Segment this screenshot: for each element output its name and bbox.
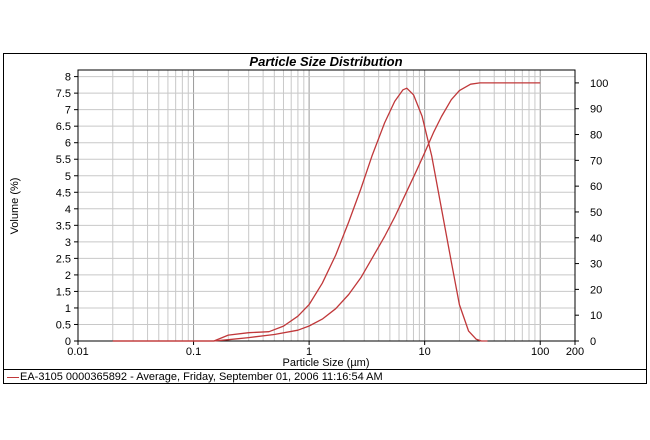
x-tick-label: 0.01 (67, 346, 88, 358)
legend: EA-3105 0000365892 - Average, Friday, Se… (3, 369, 647, 384)
axis-ticks: 00.511.522.533.544.555.566.577.580102030… (56, 72, 609, 358)
x-tick-label: 0.1 (186, 346, 201, 358)
x-tick-label: 1 (306, 346, 312, 358)
legend-swatch (7, 377, 19, 378)
y-axis-label: Volume (%) (9, 178, 21, 235)
plot-area-border (77, 69, 576, 342)
y-tick-label: 8 (65, 72, 71, 84)
y-tick-label: 2.5 (56, 253, 71, 265)
y2-tick-label: 0 (590, 336, 596, 348)
y2-tick-label: 30 (590, 259, 602, 271)
particle-size-chart: Particle Size Distribution 0 0.5 1 1.5 2 2.5 3… (9, 54, 609, 369)
y-tick-label: 5 (65, 171, 71, 183)
series-layer (112, 82, 541, 342)
y-tick-label: 7 (65, 105, 71, 117)
y-tick-label: 1 (65, 303, 71, 315)
y-tick-label: 0.5 (56, 319, 71, 331)
legend-label: EA-3105 0000365892 - Average, Friday, Se… (20, 371, 383, 383)
y-tick-label: 3 (65, 237, 71, 249)
y-tick-label: 2 (65, 270, 71, 282)
y2-tick-label: 100 (590, 78, 608, 90)
y2-tick-label: 80 (590, 130, 602, 142)
y2-tick-label: 50 (590, 207, 602, 219)
y2-tick-label: 60 (590, 181, 602, 193)
y2-tick-label: 10 (590, 310, 602, 322)
y-tick-label: 0 (65, 336, 71, 348)
y-tick-label: 4 (65, 204, 71, 216)
series-line-frequency (112, 87, 488, 342)
x-axis-label: Particle Size (µm) (282, 357, 369, 369)
y2-tick-label: 20 (590, 284, 602, 296)
x-tick-label: 200 (566, 346, 584, 358)
x-tick-label: 10 (419, 346, 431, 358)
y2-tick-label: 40 (590, 233, 602, 245)
chart-title: Particle Size Distribution (249, 54, 402, 69)
y-tick-label: 6 (65, 138, 71, 150)
y2-tick-label: 70 (590, 155, 602, 167)
y2-tick-label: 90 (590, 104, 602, 116)
series-line-cumulative (112, 82, 541, 342)
y-tick-label: 3.5 (56, 220, 71, 232)
y-tick-label: 4.5 (56, 187, 71, 199)
x-tick-label: 100 (531, 346, 549, 358)
y-tick-label: 7.5 (56, 88, 71, 100)
chart-frame: Particle Size Distribution 0 0.5 1 1.5 2 2.5 3… (3, 53, 647, 384)
y-tick-label: 1.5 (56, 286, 71, 298)
y-tick-label: 6.5 (56, 121, 71, 133)
y-tick-label: 5.5 (56, 154, 71, 166)
grid (77, 70, 576, 342)
